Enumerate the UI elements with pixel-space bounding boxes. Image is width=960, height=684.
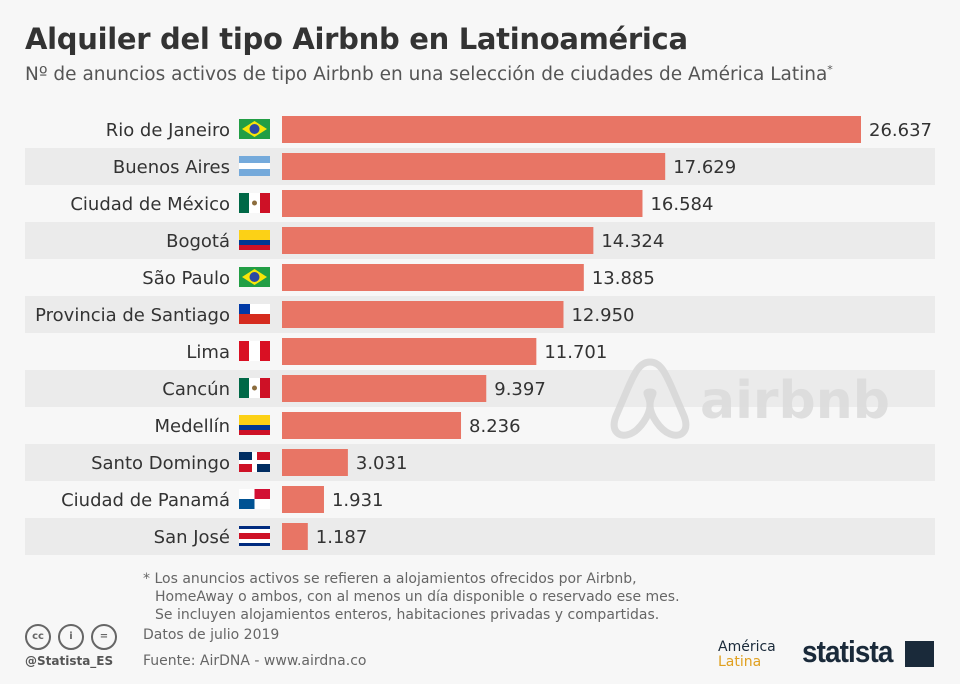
chart-title: Alquiler del tipo Airbnb en Latinoaméric… [25, 22, 688, 56]
chart-subtitle: Nº de anuncios activos de tipo Airbnb en… [25, 63, 833, 85]
category-label: Ciudad de México [70, 194, 230, 215]
bar-row: Bogotá 14.324 [166, 227, 664, 254]
bar [282, 412, 462, 439]
value-label: 13.885 [592, 268, 655, 289]
category-label: San José [154, 527, 230, 548]
bar [282, 227, 594, 254]
category-label: São Paulo [142, 268, 230, 289]
value-label: 3.031 [356, 453, 408, 474]
footnote-line: * Los anuncios activos se refieren a alo… [143, 571, 637, 587]
value-label: 17.629 [673, 157, 736, 178]
twitter-handle[interactable]: @Statista_ES [25, 654, 114, 668]
category-label: Cancún [162, 379, 230, 400]
bar [282, 338, 537, 365]
flag-icon-mx [239, 378, 270, 398]
footnote-line: Se incluyen alojamientos enteros, habita… [155, 607, 660, 623]
category-label: Ciudad de Panamá [61, 490, 230, 511]
value-label: 11.701 [544, 342, 607, 363]
subtitle-text: Nº de anuncios activos de tipo Airbnb en… [25, 64, 828, 86]
bar-row: Rio de Janeiro 26.637 [106, 116, 932, 143]
no-derivatives-icon: = [91, 624, 117, 650]
flag-icon-co [239, 230, 270, 250]
row-band [25, 518, 935, 555]
category-label: Bogotá [166, 231, 230, 252]
source[interactable]: Fuente: AirDNA - www.airdna.co [143, 653, 367, 669]
category-label: Lima [186, 342, 230, 363]
bar [282, 523, 308, 550]
bar [282, 375, 487, 402]
subtitle-footnote-mark: * [827, 63, 833, 76]
flag-icon-cr [239, 526, 270, 546]
airbnb-watermark: airbnb [610, 358, 890, 439]
value-label: 16.584 [650, 194, 713, 215]
bar-row: San José 1.187 [154, 523, 368, 550]
bar-row: Ciudad de Panamá 1.931 [61, 486, 384, 513]
bar-row: Provincia de Santiago 12.950 [35, 301, 634, 328]
flag-icon-pe [239, 341, 270, 361]
bar-row: Buenos Aires 17.629 [113, 153, 736, 180]
category-label: Provincia de Santiago [35, 305, 230, 326]
bar-row: Santo Domingo 3.031 [91, 449, 407, 476]
flag-icon-do [239, 452, 270, 472]
value-label: 9.397 [494, 379, 546, 400]
value-label: 26.637 [869, 120, 932, 141]
bar [282, 116, 861, 143]
cc-icon: cc [25, 624, 51, 650]
footnote: * Los anuncios activos se refieren a alo… [143, 570, 680, 624]
category-label: Buenos Aires [113, 157, 230, 178]
row-band [25, 444, 935, 481]
america-latina-logo: América Latina [718, 640, 776, 670]
bar [282, 153, 666, 180]
bar-row: Ciudad de México 16.584 [70, 190, 713, 217]
category-label: Rio de Janeiro [106, 120, 230, 141]
value-label: 12.950 [571, 305, 634, 326]
bar [282, 264, 584, 291]
flag-icon-cl [239, 304, 270, 324]
value-label: 14.324 [601, 231, 664, 252]
flag-icon-br [239, 267, 270, 287]
bar-row: Medellín 8.236 [154, 412, 521, 439]
statista-logo[interactable]: statista [802, 634, 893, 669]
partner-line1: América [718, 639, 776, 655]
flag-icon-co [239, 415, 270, 435]
bar-row: São Paulo 13.885 [142, 264, 655, 291]
bar [282, 190, 643, 217]
value-label: 1.931 [332, 490, 384, 511]
footnote-line: HomeAway o ambos, con al menos un día di… [155, 589, 680, 605]
category-label: Medellín [154, 416, 230, 437]
flag-icon-mx [239, 193, 270, 213]
value-label: 1.187 [316, 527, 368, 548]
flag-icon-ar [239, 156, 270, 176]
flag-icon-pa [239, 489, 270, 509]
partner-line2: Latina [718, 654, 762, 670]
statista-logo-icon [905, 641, 934, 667]
attribution-icon: i [58, 624, 84, 650]
bar [282, 486, 324, 513]
data-date: Datos de julio 2019 [143, 627, 280, 643]
bar-row: Lima 11.701 [186, 338, 607, 365]
category-label: Santo Domingo [91, 453, 230, 474]
bar [282, 449, 348, 476]
value-label: 8.236 [469, 416, 521, 437]
bar [282, 301, 564, 328]
bar-row: Cancún 9.397 [162, 375, 546, 402]
watermark-text: airbnb [700, 371, 890, 431]
flag-icon-br [239, 119, 270, 139]
